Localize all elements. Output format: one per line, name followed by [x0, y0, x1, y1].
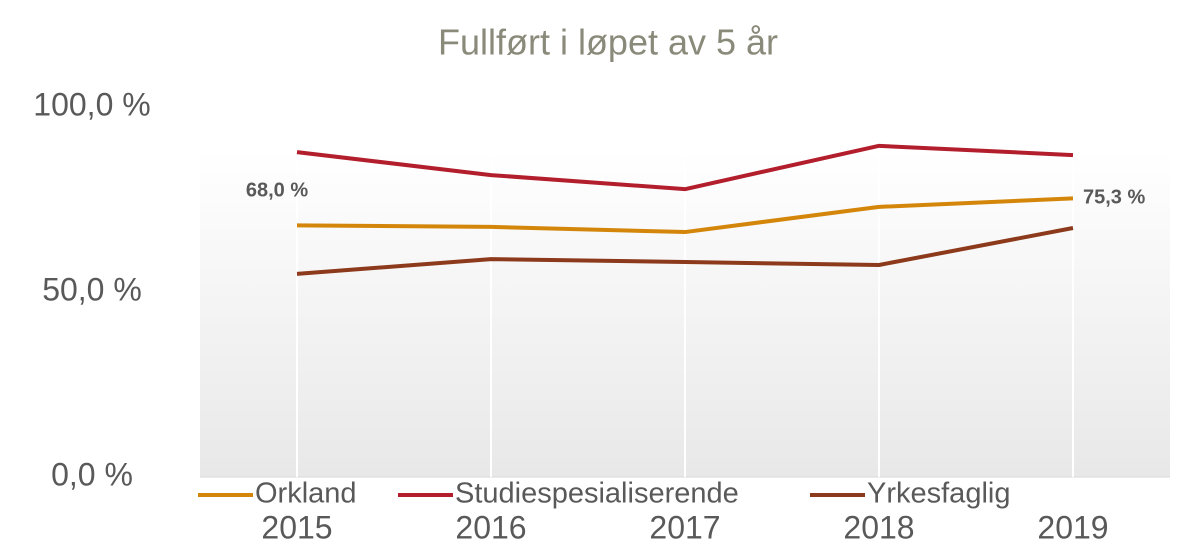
series-line	[296, 143, 1074, 192]
legend-label: Studiespesialiserende	[455, 478, 739, 510]
x-tick-label: 2016	[455, 509, 526, 545]
chart-title: Fullført i løpet av 5 år	[438, 22, 778, 63]
x-tick-label: 2017	[649, 509, 720, 545]
data-label: 68,0 %	[246, 180, 308, 202]
series-line	[296, 226, 1074, 276]
x-tick-label: 2018	[843, 509, 914, 545]
data-label: 75,3 %	[1083, 187, 1145, 209]
y-tick-label: 100,0 %	[33, 86, 150, 122]
y-tick-label: 0,0 %	[51, 456, 133, 492]
legend-label: Yrkesfaglig	[867, 478, 1010, 510]
legend-label: Orkland	[255, 478, 357, 510]
x-tick-label: 2015	[261, 509, 332, 545]
x-tick-label: 2019	[1037, 509, 1108, 545]
y-tick-label: 50,0 %	[42, 271, 142, 307]
series-line	[296, 196, 1074, 235]
